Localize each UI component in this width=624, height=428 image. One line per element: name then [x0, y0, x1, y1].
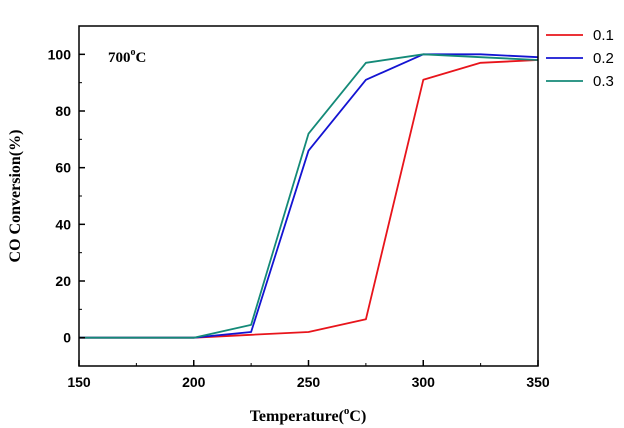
x-tick-label: 300: [412, 374, 436, 390]
series-line-0.3: [79, 53, 539, 339]
series-line-0.1: [79, 59, 539, 339]
y-tick-label: 40: [55, 216, 71, 232]
x-axis-label: Temperature(oC): [250, 405, 367, 425]
temperature-annotation: 700oC: [108, 47, 146, 66]
y-tick-label: 80: [55, 103, 71, 119]
y-axis-label: CO Conversion(%): [7, 130, 24, 263]
legend-label-0.1: 0.1: [593, 27, 614, 44]
x-tick-label: 150: [67, 374, 91, 390]
x-tick-label: 350: [526, 374, 550, 390]
y-tick-label: 20: [55, 273, 71, 289]
series-lines: [79, 53, 539, 339]
axis-ticks: 150 200 250 300 350 0 20 40 60 80 100: [48, 25, 550, 390]
plot-frame: [78, 25, 539, 367]
y-tick-label: 60: [55, 160, 71, 176]
legend-label-0.3: 0.3: [593, 73, 614, 90]
y-tick-label: 100: [48, 46, 72, 62]
legend: 0.1 0.2 0.3: [546, 27, 614, 90]
series-line-0.2: [79, 53, 539, 339]
legend-label-0.2: 0.2: [593, 50, 614, 67]
y-tick-label: 0: [63, 330, 71, 346]
x-tick-label: 200: [182, 374, 206, 390]
x-tick-label: 250: [297, 374, 321, 390]
